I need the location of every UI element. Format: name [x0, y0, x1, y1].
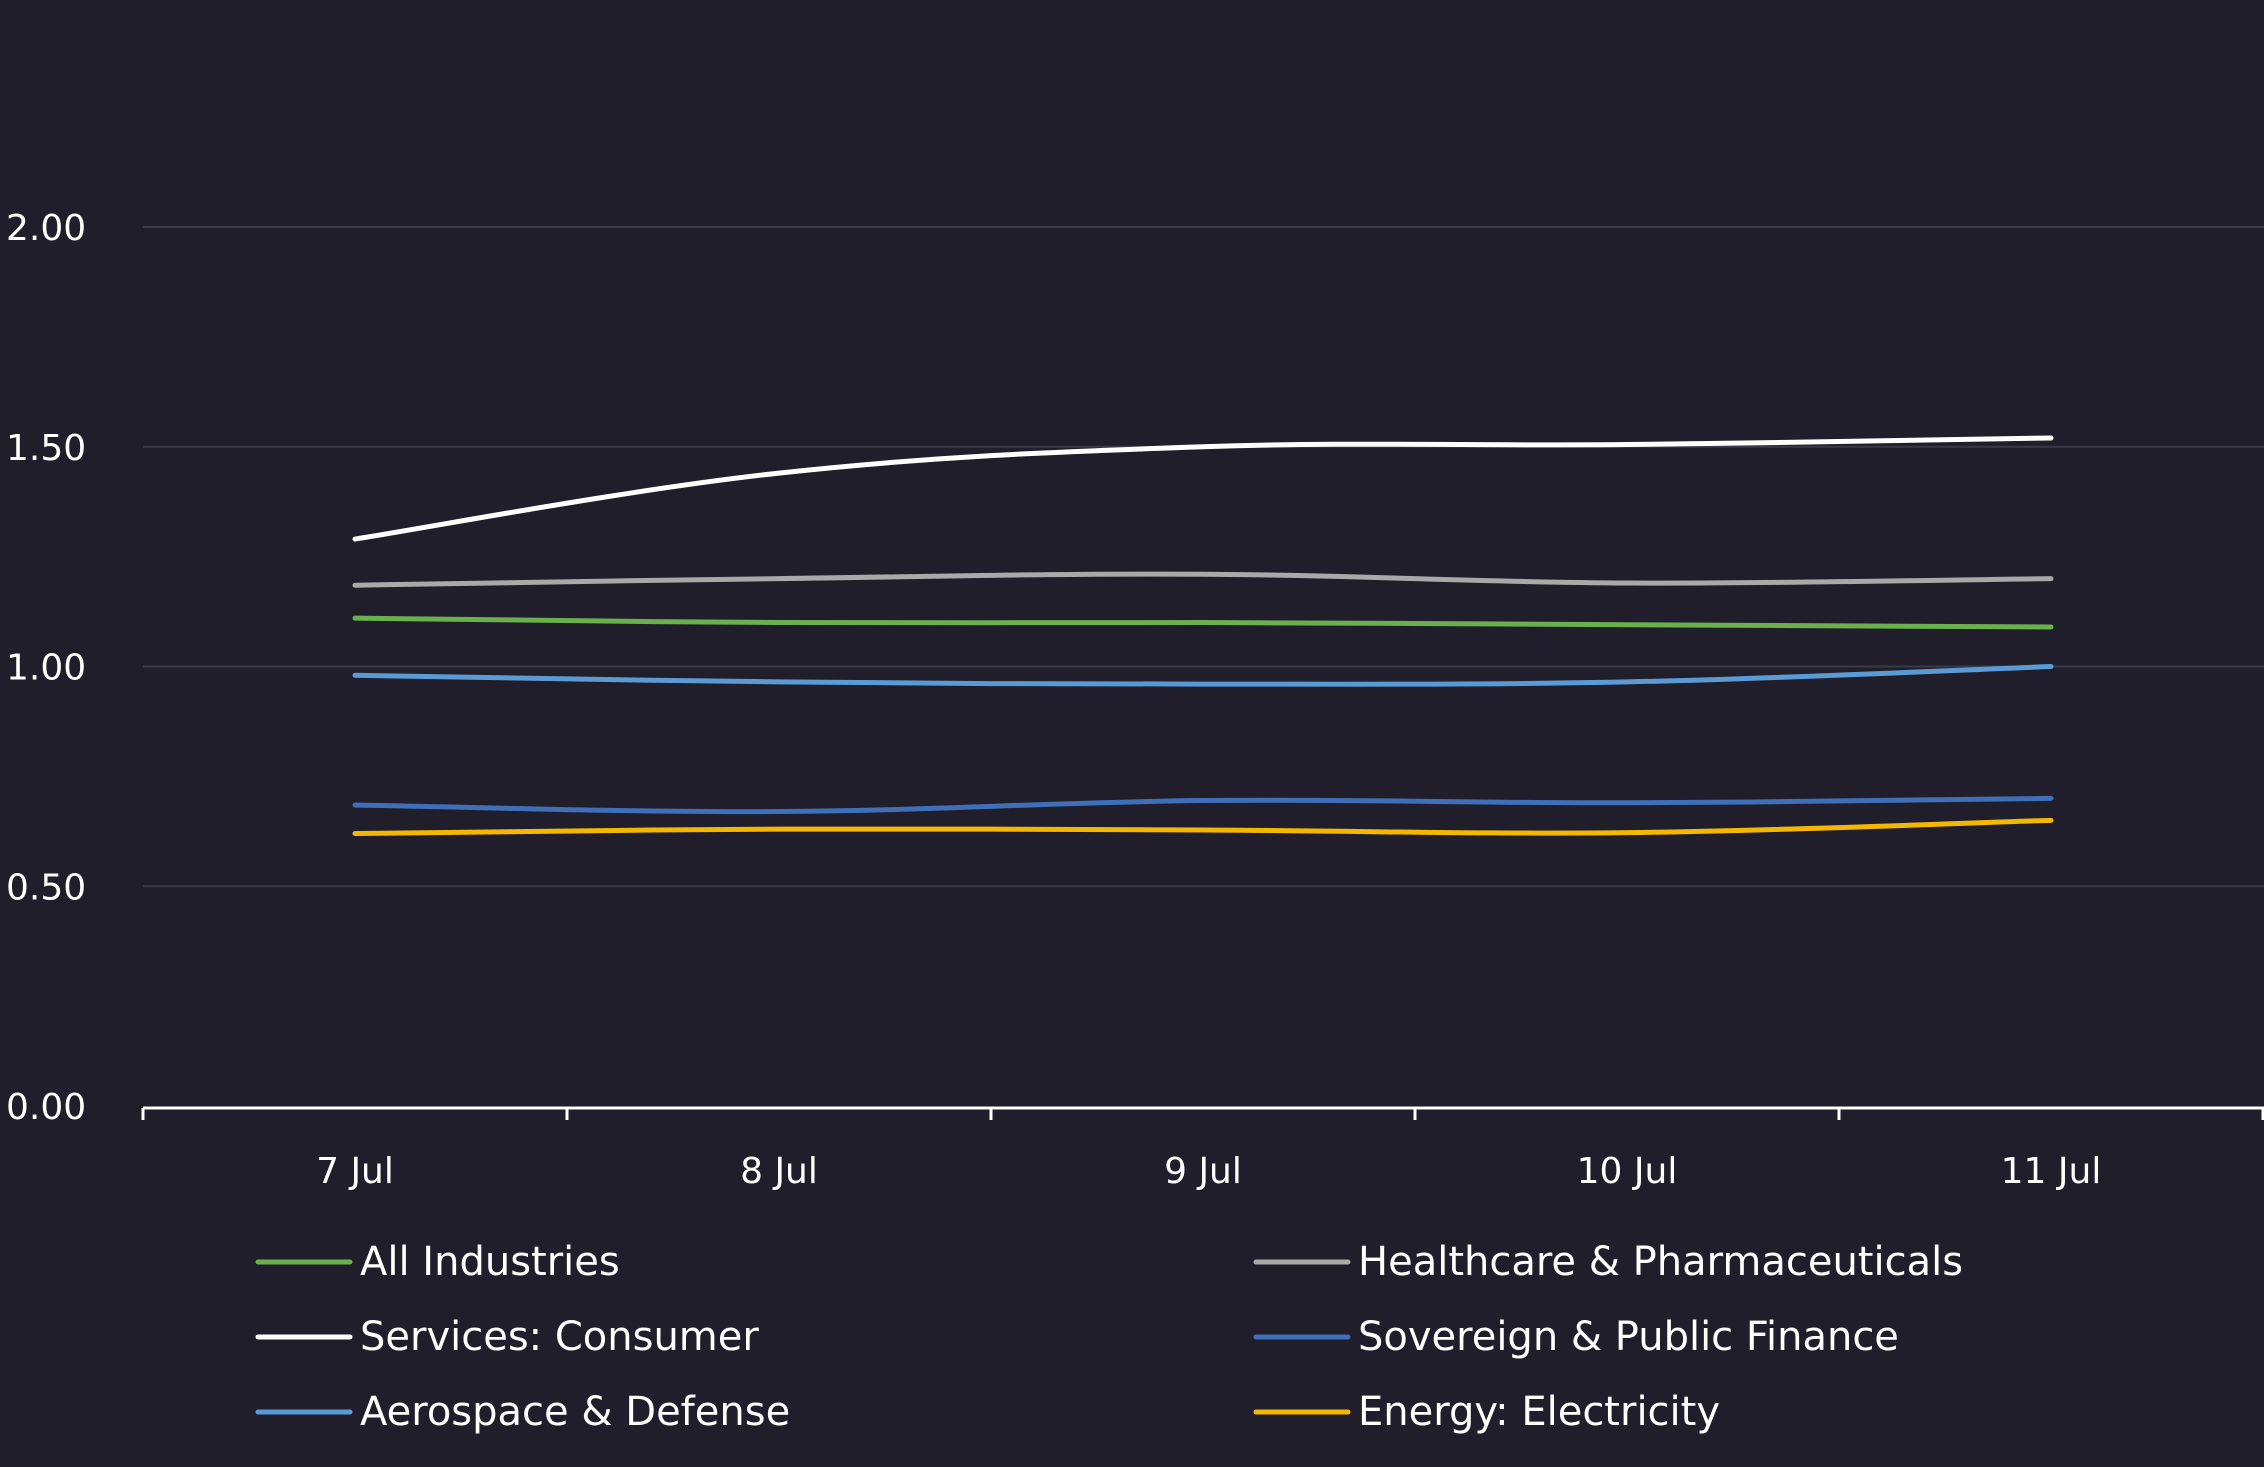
legend-item-energy-electricity[interactable]: Energy: Electricity — [1253, 1389, 1720, 1435]
series-line-services-consumer — [352, 435, 2054, 542]
y-tick-label: 0.00 — [6, 1087, 86, 1128]
series-line-energy-electricity — [352, 817, 2054, 837]
series-line-sovereign-public-finance — [352, 795, 2054, 815]
series-lines — [352, 435, 2054, 837]
x-tick-label: 9 Jul — [1164, 1151, 1242, 1192]
x-tick-label: 8 Jul — [740, 1151, 818, 1192]
x-tick-label: 7 Jul — [316, 1151, 394, 1192]
legend-item-sovereign-public-finance[interactable]: Sovereign & Public Finance — [1253, 1314, 1899, 1360]
legend-item-aerospace-defense[interactable]: Aerospace & Defense — [255, 1389, 790, 1435]
legend-item-services-consumer[interactable]: Services: Consumer — [255, 1314, 759, 1360]
legend: All Industries Healthcare & Pharmaceutica… — [255, 1239, 1963, 1435]
legend-label: Aerospace & Defense — [360, 1389, 790, 1435]
legend-label: Energy: Electricity — [1358, 1389, 1720, 1435]
y-axis: 0.00 0.50 1.00 1.50 2.00 — [6, 208, 86, 1128]
legend-label: Services: Consumer — [360, 1314, 759, 1360]
legend-item-all-industries[interactable]: All Industries — [255, 1239, 620, 1285]
legend-label: All Industries — [360, 1239, 620, 1285]
y-tick-label: 0.50 — [6, 867, 86, 908]
series-line-all-industries — [352, 615, 2054, 630]
series-line-healthcare-pharmaceuticals — [352, 571, 2054, 588]
series-line-aerospace-defense — [352, 664, 2054, 687]
grid-lines — [143, 226, 2264, 888]
y-tick-label: 1.00 — [6, 648, 86, 689]
x-axis: 7 Jul 8 Jul 9 Jul 10 Jul 11 Jul — [141, 1106, 2264, 1192]
x-tick-label: 11 Jul — [2001, 1151, 2102, 1192]
y-tick-label: 1.50 — [6, 428, 86, 469]
legend-item-healthcare-pharmaceuticals[interactable]: Healthcare & Pharmaceuticals — [1253, 1239, 1963, 1285]
legend-label: Sovereign & Public Finance — [1358, 1314, 1899, 1360]
y-tick-label: 2.00 — [6, 208, 86, 249]
legend-label: Healthcare & Pharmaceuticals — [1358, 1239, 1963, 1285]
x-tick-label: 10 Jul — [1577, 1151, 1678, 1192]
